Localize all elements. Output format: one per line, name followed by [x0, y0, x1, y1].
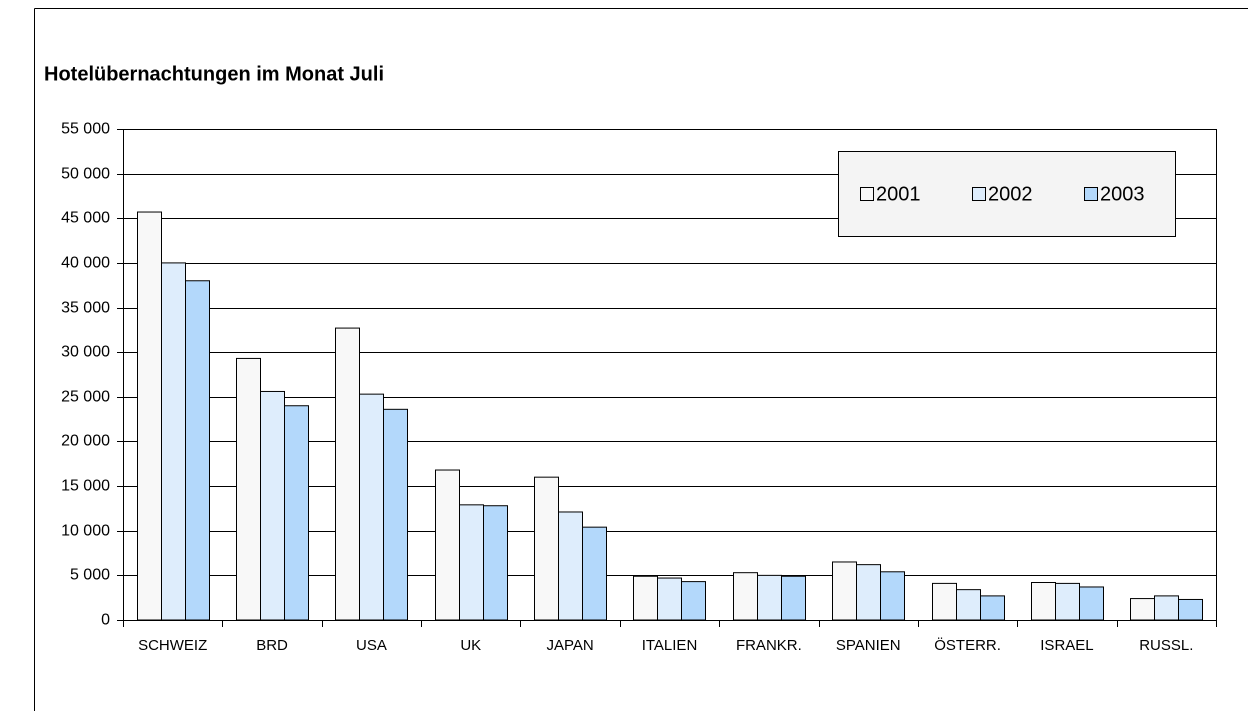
- x-tick-label: JAPAN: [547, 637, 594, 654]
- x-tick-label: ISRAEL: [1040, 637, 1093, 654]
- bar: [534, 476, 559, 621]
- legend-box: [838, 151, 1176, 237]
- bar: [359, 393, 384, 621]
- bar: [733, 572, 758, 621]
- bar: [980, 595, 1005, 621]
- y-tick-label: 45 000: [61, 210, 110, 227]
- bar: [1031, 582, 1056, 621]
- bar: [781, 575, 806, 621]
- legend-swatch: [1084, 187, 1098, 201]
- legend-label: 2001: [876, 183, 921, 205]
- bar: [260, 390, 285, 621]
- y-tick-label: 25 000: [61, 389, 110, 406]
- bar: [932, 582, 957, 621]
- y-tick-label: 0: [101, 612, 110, 629]
- bar: [832, 561, 857, 621]
- bar: [558, 511, 583, 621]
- y-tick-label: 35 000: [61, 300, 110, 317]
- y-tick-label: 40 000: [61, 255, 110, 272]
- x-tick-label: USA: [356, 637, 387, 654]
- bar: [335, 327, 360, 621]
- x-tick-label: BRD: [256, 637, 288, 654]
- bar: [582, 526, 607, 621]
- legend-swatch: [860, 187, 874, 201]
- x-tick-label: FRANKR.: [736, 637, 802, 654]
- bar: [284, 405, 309, 621]
- bar: [880, 571, 905, 621]
- bar: [459, 504, 484, 621]
- x-tick-label: ÖSTERR.: [934, 636, 1001, 654]
- bar: [236, 357, 261, 621]
- x-tick-label: SCHWEIZ: [138, 637, 207, 654]
- y-tick-label: 5 000: [70, 567, 110, 584]
- bar: [757, 574, 782, 621]
- bar: [185, 280, 210, 621]
- y-tick-label: 15 000: [61, 478, 110, 495]
- legend-label: 2003: [1100, 183, 1145, 205]
- bar: [956, 589, 981, 621]
- y-tick-label: 30 000: [61, 344, 110, 361]
- bar: [483, 505, 508, 621]
- chart-title: Hotelübernachtungen im Monat Juli: [44, 63, 384, 85]
- bar: [657, 577, 682, 621]
- y-tick-label: 50 000: [61, 166, 110, 183]
- bar: [435, 469, 460, 621]
- bar: [1130, 598, 1155, 621]
- x-tick-label: SPANIEN: [836, 637, 901, 654]
- x-tick-label: ITALIEN: [642, 637, 698, 654]
- legend-label: 2002: [988, 183, 1033, 205]
- bar: [1055, 582, 1080, 621]
- bar: [161, 262, 186, 621]
- y-tick-label: 10 000: [61, 523, 110, 540]
- y-tick-label: 20 000: [61, 433, 110, 450]
- bar: [1154, 595, 1179, 621]
- bar: [383, 408, 408, 621]
- bar: [681, 581, 706, 621]
- bar: [137, 211, 162, 621]
- x-tick-label: UK: [460, 637, 481, 654]
- bar: [1178, 598, 1203, 621]
- bar: [856, 564, 881, 621]
- x-tick-label: RUSSL.: [1139, 637, 1193, 654]
- bar: [633, 575, 658, 621]
- bar: [1079, 586, 1104, 621]
- legend-swatch: [972, 187, 986, 201]
- y-tick-label: 55 000: [61, 121, 110, 138]
